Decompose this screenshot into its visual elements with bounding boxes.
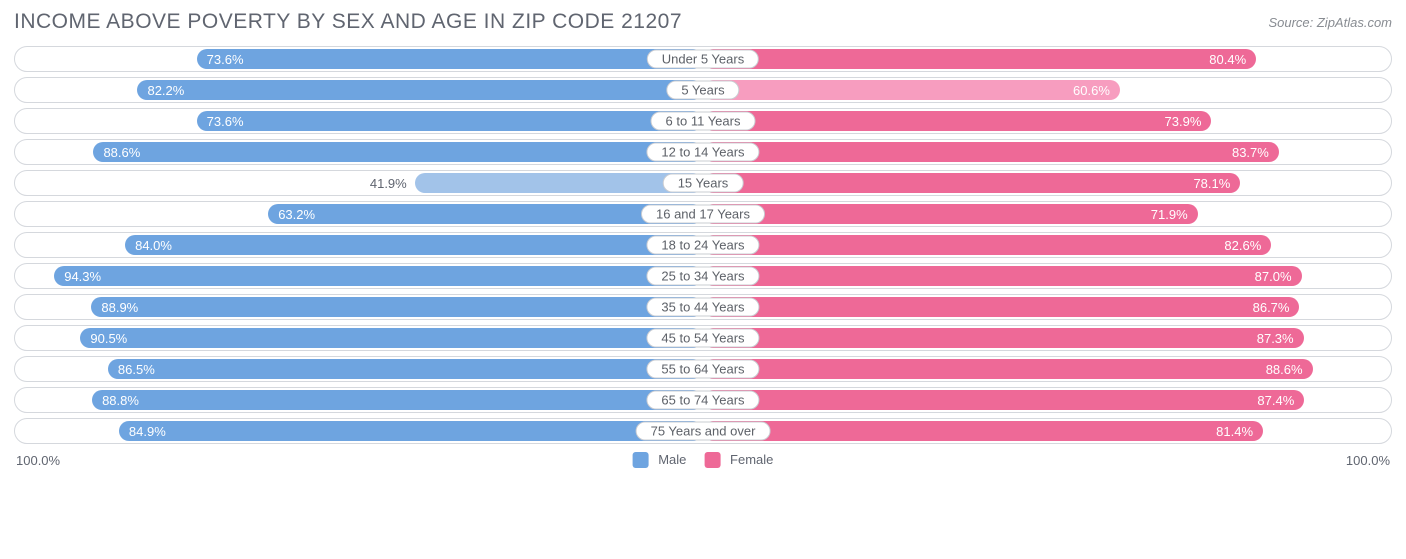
male-value-label: 41.9% <box>370 171 407 195</box>
male-value-label: 88.6% <box>103 145 140 160</box>
category-label: Under 5 Years <box>647 50 759 69</box>
male-bar: 84.9% <box>119 421 703 441</box>
male-value-label: 84.9% <box>129 424 166 439</box>
category-label: 12 to 14 Years <box>646 143 759 162</box>
female-bar: 81.4% <box>703 421 1263 441</box>
female-bar: 87.3% <box>703 328 1304 348</box>
female-bar: 88.6% <box>703 359 1313 379</box>
male-swatch-icon <box>633 452 649 468</box>
male-value-label: 82.2% <box>147 83 184 98</box>
category-label: 6 to 11 Years <box>651 112 756 131</box>
female-value-label: 87.0% <box>1255 269 1292 284</box>
category-label: 55 to 64 Years <box>646 360 759 379</box>
male-bar: 63.2% <box>268 204 703 224</box>
female-bar: 82.6% <box>703 235 1271 255</box>
chart-row: 94.3% 87.0% 25 to 34 Years <box>14 263 1392 289</box>
female-value-label: 81.4% <box>1216 424 1253 439</box>
male-bar: 88.8% <box>92 390 703 410</box>
category-label: 75 Years and over <box>636 422 771 441</box>
female-value-label: 86.7% <box>1253 300 1290 315</box>
chart-row: 73.6% 80.4% Under 5 Years <box>14 46 1392 72</box>
female-value-label: 71.9% <box>1151 207 1188 222</box>
female-swatch-icon <box>704 452 720 468</box>
legend-female-label: Female <box>730 452 773 467</box>
female-bar: 73.9% <box>703 111 1211 131</box>
chart-area: 73.6% 80.4% Under 5 Years 82.2% 60.6% 5 Years… <box>14 46 1392 444</box>
female-bar: 83.7% <box>703 142 1279 162</box>
category-label: 65 to 74 Years <box>646 391 759 410</box>
category-label: 25 to 34 Years <box>646 267 759 286</box>
male-value-label: 90.5% <box>90 331 127 346</box>
female-value-label: 87.3% <box>1257 331 1294 346</box>
axis-left-label: 100.0% <box>16 453 60 468</box>
male-value-label: 86.5% <box>118 362 155 377</box>
legend: Male Female <box>633 452 774 469</box>
male-bar: 84.0% <box>125 235 703 255</box>
female-value-label: 87.4% <box>1257 393 1294 408</box>
category-label: 16 and 17 Years <box>641 205 765 224</box>
chart-row: 88.8% 87.4% 65 to 74 Years <box>14 387 1392 413</box>
category-label: 45 to 54 Years <box>646 329 759 348</box>
chart-source: Source: ZipAtlas.com <box>1268 15 1392 30</box>
chart-row: 41.9% 78.1% 15 Years <box>14 170 1392 196</box>
male-bar: 88.9% <box>91 297 703 317</box>
male-value-label: 94.3% <box>64 269 101 284</box>
legend-female: Female <box>704 452 773 469</box>
chart-row: 88.6% 83.7% 12 to 14 Years <box>14 139 1392 165</box>
female-bar: 86.7% <box>703 297 1299 317</box>
chart-header: INCOME ABOVE POVERTY BY SEX AND AGE IN Z… <box>14 10 1392 34</box>
female-bar: 71.9% <box>703 204 1198 224</box>
male-bar: 90.5% <box>80 328 703 348</box>
female-bar: 87.4% <box>703 390 1304 410</box>
female-value-label: 88.6% <box>1266 362 1303 377</box>
female-value-label: 73.9% <box>1165 114 1202 129</box>
chart-row: 90.5% 87.3% 45 to 54 Years <box>14 325 1392 351</box>
male-value-label: 84.0% <box>135 238 172 253</box>
male-value-label: 73.6% <box>207 114 244 129</box>
male-bar <box>415 173 703 193</box>
male-bar: 88.6% <box>93 142 703 162</box>
male-bar: 73.6% <box>197 111 703 131</box>
category-label: 15 Years <box>663 174 744 193</box>
chart-row: 84.9% 81.4% 75 Years and over <box>14 418 1392 444</box>
female-bar: 80.4% <box>703 49 1256 69</box>
female-value-label: 83.7% <box>1232 145 1269 160</box>
male-bar: 86.5% <box>108 359 703 379</box>
female-bar: 60.6% <box>703 80 1120 100</box>
chart-row: 82.2% 60.6% 5 Years <box>14 77 1392 103</box>
legend-male: Male <box>633 452 687 469</box>
chart-title: INCOME ABOVE POVERTY BY SEX AND AGE IN Z… <box>14 10 682 34</box>
male-value-label: 63.2% <box>278 207 315 222</box>
female-value-label: 82.6% <box>1224 238 1261 253</box>
female-value-label: 80.4% <box>1209 52 1246 67</box>
female-value-label: 78.1% <box>1193 176 1230 191</box>
male-bar: 94.3% <box>54 266 703 286</box>
male-bar: 73.6% <box>197 49 703 69</box>
category-label: 35 to 44 Years <box>646 298 759 317</box>
male-value-label: 88.8% <box>102 393 139 408</box>
axis-right-label: 100.0% <box>1346 453 1390 468</box>
chart-row: 88.9% 86.7% 35 to 44 Years <box>14 294 1392 320</box>
legend-male-label: Male <box>658 452 686 467</box>
category-label: 18 to 24 Years <box>646 236 759 255</box>
chart-row: 86.5% 88.6% 55 to 64 Years <box>14 356 1392 382</box>
female-bar: 87.0% <box>703 266 1302 286</box>
male-bar: 82.2% <box>137 80 703 100</box>
chart-row: 73.6% 73.9% 6 to 11 Years <box>14 108 1392 134</box>
chart-row: 63.2% 71.9% 16 and 17 Years <box>14 201 1392 227</box>
male-value-label: 73.6% <box>207 52 244 67</box>
chart-footer: 100.0% Male Female 100.0% <box>14 450 1392 470</box>
category-label: 5 Years <box>666 81 739 100</box>
female-value-label: 60.6% <box>1073 83 1110 98</box>
chart-row: 84.0% 82.6% 18 to 24 Years <box>14 232 1392 258</box>
male-value-label: 88.9% <box>101 300 138 315</box>
female-bar: 78.1% <box>703 173 1240 193</box>
